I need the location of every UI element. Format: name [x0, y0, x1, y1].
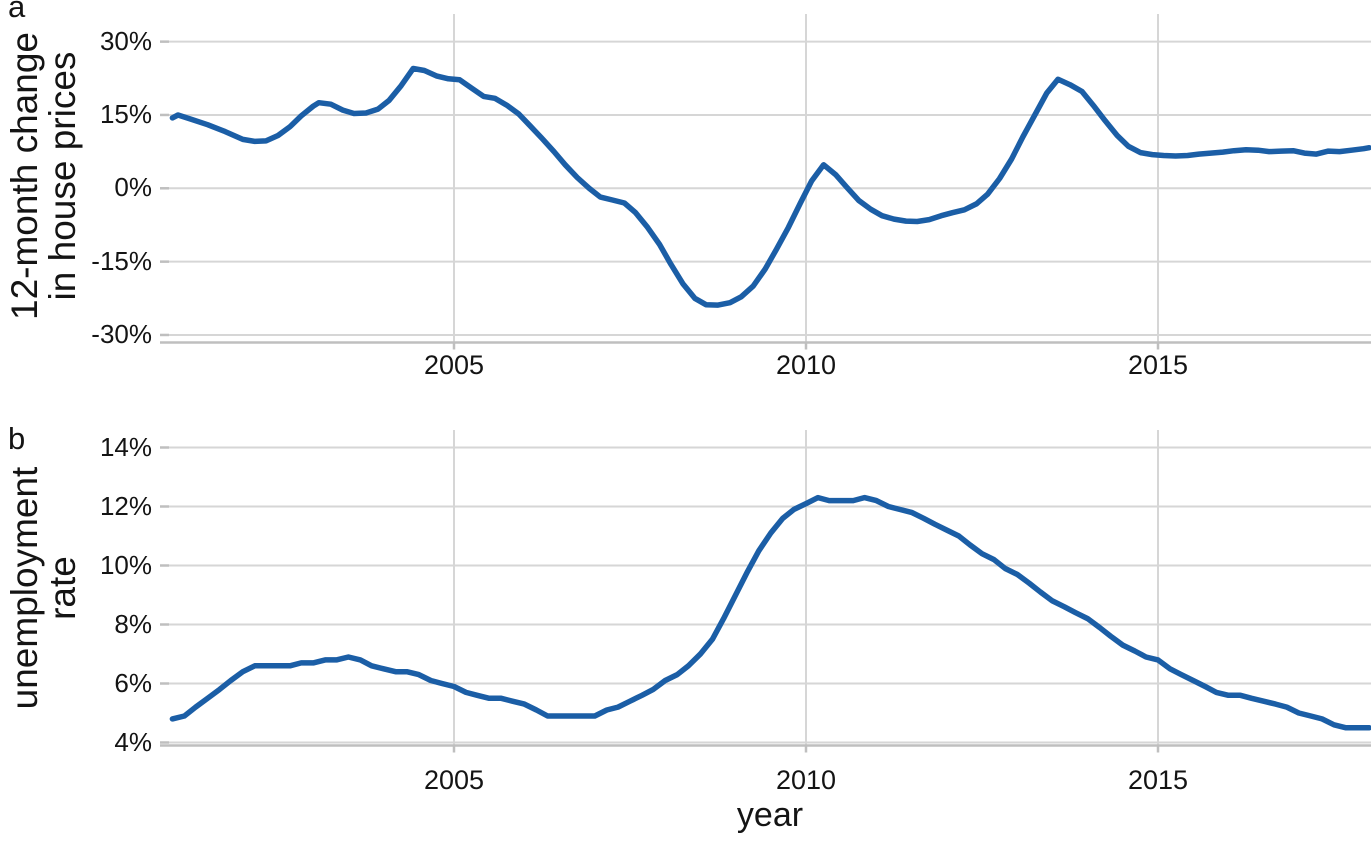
- y-tick-label: 8%: [114, 608, 152, 639]
- data-line-b: [169, 494, 1371, 731]
- y-tick-label: 30%: [99, 25, 152, 56]
- y-tick-label: -15%: [91, 245, 152, 276]
- y-tick-label: 6%: [114, 667, 152, 698]
- y-tick-label: 4%: [114, 726, 152, 757]
- x-tick-label: 2015: [1127, 765, 1189, 795]
- panel-b-label: b: [8, 421, 26, 456]
- y-tick-label: 14%: [99, 431, 152, 462]
- x-tick-label: 2005: [423, 350, 485, 380]
- y-axis-title-house-prices-line1: 12-month change: [4, 32, 45, 320]
- y-tick-label: -30%: [91, 318, 152, 349]
- y-tick-label: 0%: [114, 172, 152, 203]
- x-axis-title: year: [736, 796, 804, 834]
- y-tick-label: 12%: [99, 490, 152, 521]
- x-tick-label: 2005: [423, 765, 485, 795]
- x-tick-label: 2015: [1127, 350, 1189, 380]
- panel-a-label: a: [8, 0, 26, 24]
- x-tick-label: 2010: [775, 350, 837, 380]
- y-tick-label: 10%: [99, 549, 152, 580]
- y-tick-label: 15%: [99, 98, 152, 129]
- x-tick-label: 2010: [775, 765, 837, 795]
- data-line-a: [169, 65, 1371, 308]
- y-axis-title-unemployment-line1: unemployment: [4, 466, 45, 710]
